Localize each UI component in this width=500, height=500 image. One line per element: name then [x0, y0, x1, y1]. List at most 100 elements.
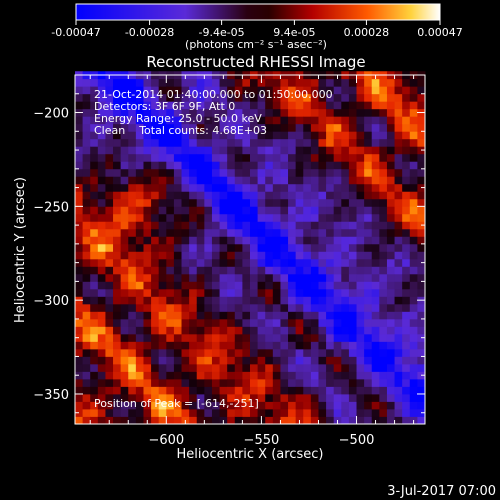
- heatmap-cell: [280, 348, 289, 357]
- heatmap-cell: [333, 371, 342, 380]
- heatmap-cell: [227, 318, 236, 327]
- heatmap-cell: [204, 93, 213, 102]
- heatmap-cell: [326, 191, 335, 200]
- heatmap-cell: [158, 348, 167, 357]
- heatmap-cell: [158, 311, 167, 320]
- heatmap-cell: [371, 326, 380, 335]
- heatmap-cell: [265, 326, 274, 335]
- heatmap-cell: [181, 333, 190, 342]
- heatmap-cell: [227, 116, 236, 125]
- heatmap-cell: [158, 266, 167, 275]
- heatmap-cell: [75, 78, 84, 87]
- heatmap-cell: [234, 386, 243, 395]
- heatmap-cell: [295, 228, 304, 237]
- heatmap-cell: [227, 243, 236, 252]
- heatmap-cell: [356, 198, 365, 207]
- heatmap-cell: [82, 258, 91, 267]
- heatmap-cell: [234, 123, 243, 132]
- heatmap-cell: [280, 386, 289, 395]
- heatmap-cell: [97, 191, 106, 200]
- heatmap-cell: [234, 243, 243, 252]
- heatmap-cell: [219, 281, 228, 290]
- heatmap-cell: [348, 296, 357, 305]
- heatmap-cell: [113, 371, 122, 380]
- heatmap-cell: [250, 266, 259, 275]
- heatmap-cell: [265, 116, 274, 125]
- heatmap-cell: [242, 213, 251, 222]
- heatmap-cell: [181, 326, 190, 335]
- heatmap-cell: [409, 131, 418, 140]
- heatmap-cell: [310, 356, 319, 365]
- heatmap-cell: [272, 408, 281, 417]
- heatmap-cell: [204, 386, 213, 395]
- heatmap-cell: [234, 348, 243, 357]
- heatmap-cell: [242, 138, 251, 147]
- heatmap-cell: [189, 138, 198, 147]
- heatmap-cell: [105, 168, 114, 177]
- heatmap-cell: [90, 221, 99, 230]
- heatmap-cell: [333, 228, 342, 237]
- heatmap-cell: [181, 228, 190, 237]
- heatmap-cell: [417, 326, 426, 335]
- heatmap-cell: [113, 393, 122, 402]
- heatmap-cell: [90, 348, 99, 357]
- heatmap-cell: [280, 108, 289, 117]
- heatmap-cell: [189, 236, 198, 245]
- heatmap-cell: [417, 378, 426, 387]
- heatmap-cell: [394, 116, 403, 125]
- heatmap-cell: [257, 348, 266, 357]
- heatmap-cell: [204, 408, 213, 417]
- heatmap-cell: [196, 318, 205, 327]
- heatmap-cell: [196, 168, 205, 177]
- heatmap-cell: [158, 131, 167, 140]
- heatmap-cell: [379, 348, 388, 357]
- heatmap-cell: [113, 258, 122, 267]
- heatmap-cell: [371, 93, 380, 102]
- heatmap-cell: [409, 108, 418, 117]
- heatmap-cell: [295, 348, 304, 357]
- heatmap-cell: [196, 311, 205, 320]
- heatmap-cell: [318, 86, 327, 95]
- heatmap-cell: [135, 243, 144, 252]
- heatmap-cell: [303, 303, 312, 312]
- heatmap-cell: [371, 86, 380, 95]
- heatmap-cell: [310, 176, 319, 185]
- heatmap-cell: [356, 161, 365, 170]
- heatmap-cell: [173, 311, 182, 320]
- heatmap-cell: [402, 363, 411, 372]
- heatmap-cell: [204, 206, 213, 215]
- heatmap-cell: [288, 348, 297, 357]
- heatmap-cell: [348, 221, 357, 230]
- heatmap-cell: [204, 153, 213, 162]
- heatmap-cell: [280, 228, 289, 237]
- heatmap-cell: [75, 116, 84, 125]
- heatmap-cell: [356, 326, 365, 335]
- heatmap-cell: [90, 296, 99, 305]
- heatmap-cell: [75, 86, 84, 95]
- heatmap-cell: [128, 311, 137, 320]
- heatmap-cell: [272, 318, 281, 327]
- heatmap-cell: [97, 303, 106, 312]
- y-tick-label: −200: [33, 107, 69, 122]
- heatmap-cell: [97, 146, 106, 155]
- heatmap-cell: [204, 213, 213, 222]
- heatmap-cell: [97, 168, 106, 177]
- heatmap-cell: [234, 108, 243, 117]
- heatmap-cell: [318, 281, 327, 290]
- heatmap-cell: [409, 153, 418, 162]
- heatmap-cell: [348, 303, 357, 312]
- heatmap-cell: [371, 363, 380, 372]
- heatmap-cell: [265, 258, 274, 267]
- colorbar-unit-label: (photons cm⁻² s⁻¹ asec⁻²): [185, 38, 327, 51]
- heatmap-cell: [128, 131, 137, 140]
- heatmap-cell: [257, 183, 266, 192]
- heatmap-cell: [82, 303, 91, 312]
- heatmap-cell: [310, 191, 319, 200]
- heatmap-cell: [173, 266, 182, 275]
- heatmap-cell: [173, 198, 182, 207]
- heatmap-cell: [250, 93, 259, 102]
- heatmap-cell: [386, 333, 395, 342]
- heatmap-cell: [181, 303, 190, 312]
- heatmap-cell: [90, 378, 99, 387]
- heatmap-cell: [409, 243, 418, 252]
